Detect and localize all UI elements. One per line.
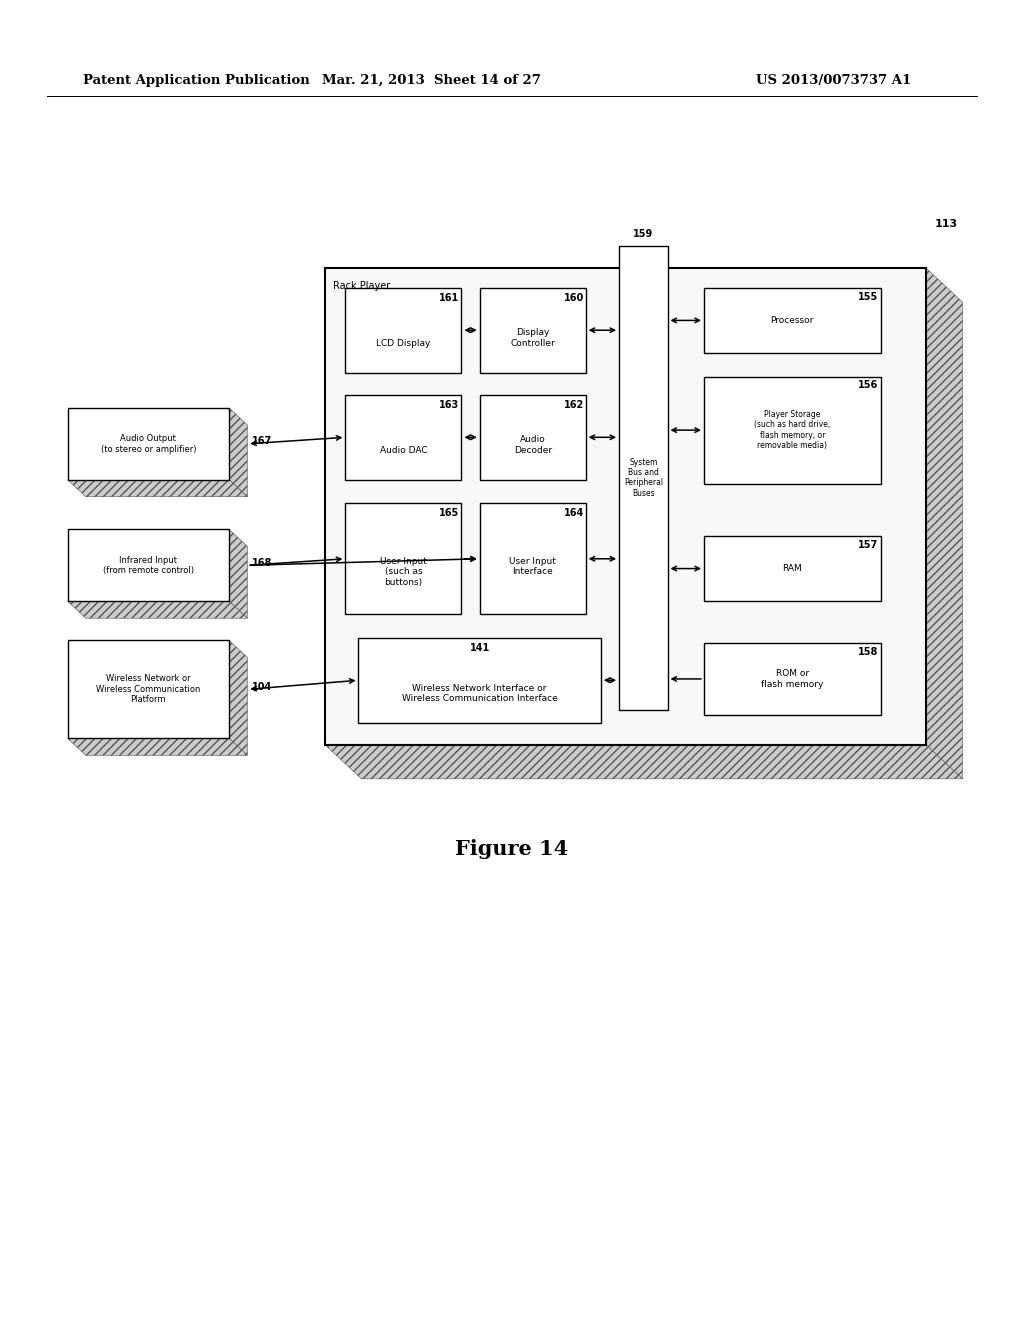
Text: 157: 157 [858,540,879,550]
Text: 162: 162 [563,400,584,411]
Bar [358,638,601,722]
Text: Audio Output
(to stereo or amplifier): Audio Output (to stereo or amplifier) [100,434,197,454]
Text: Mar. 21, 2013  Sheet 14 of 27: Mar. 21, 2013 Sheet 14 of 27 [322,74,541,87]
Bar [479,395,586,479]
Bar [479,503,586,614]
Bar [345,395,462,479]
Text: 163: 163 [439,400,460,411]
Text: 158: 158 [858,647,879,657]
Text: Display
Controller: Display Controller [510,329,555,347]
Text: Audio
Decoder: Audio Decoder [514,436,552,455]
Text: Rack Player: Rack Player [333,281,390,292]
Text: User Input
(such as
buttons): User Input (such as buttons) [380,557,427,586]
Text: 104: 104 [252,681,272,692]
Text: 168: 168 [252,557,272,568]
Text: Player Storage
(such as hard drive,
flash memory, or
removable media): Player Storage (such as hard drive, flas… [755,411,830,450]
Text: Wireless Network or
Wireless Communication
Platform: Wireless Network or Wireless Communicati… [96,675,201,705]
Polygon shape [926,268,963,779]
Bar [326,268,926,744]
Bar [345,288,462,372]
Bar [703,288,881,352]
Bar [620,246,668,710]
Text: Infrared Input
(from remote control): Infrared Input (from remote control) [102,556,194,576]
Bar [703,376,881,483]
Text: Patent Application Publication: Patent Application Publication [83,74,309,87]
Polygon shape [326,744,963,779]
Polygon shape [68,601,248,618]
Bar [345,503,462,614]
Text: 156: 156 [858,380,879,391]
Text: Processor: Processor [771,315,814,325]
Polygon shape [229,529,248,618]
Text: 161: 161 [439,293,460,304]
Text: 155: 155 [858,292,879,302]
Text: US 2013/0073737 A1: US 2013/0073737 A1 [756,74,911,87]
Text: ROM or
flash memory: ROM or flash memory [761,669,823,689]
Bar [68,640,229,738]
Text: 165: 165 [439,508,460,519]
Text: Wireless Network Interface or
Wireless Communication Interface: Wireless Network Interface or Wireless C… [401,684,557,704]
Text: LCD Display: LCD Display [376,339,431,347]
Text: RAM: RAM [782,564,802,573]
Polygon shape [68,479,248,496]
Text: 167: 167 [252,436,272,446]
Polygon shape [68,738,248,755]
Text: 160: 160 [563,293,584,304]
Bar [68,529,229,601]
Polygon shape [229,408,248,496]
Bar [703,536,881,601]
Text: 113: 113 [934,219,957,228]
Bar [68,408,229,479]
Text: 164: 164 [563,508,584,519]
Text: 141: 141 [470,643,489,653]
Bar [703,643,881,715]
Text: User Input
Interface: User Input Interface [509,557,556,577]
Text: 159: 159 [633,230,653,239]
Text: Figure 14: Figure 14 [456,840,568,859]
Text: Audio DAC: Audio DAC [380,446,427,455]
Bar [479,288,586,372]
Polygon shape [229,640,248,755]
Text: System
Bus and
Peripheral
Buses: System Bus and Peripheral Buses [624,458,663,498]
